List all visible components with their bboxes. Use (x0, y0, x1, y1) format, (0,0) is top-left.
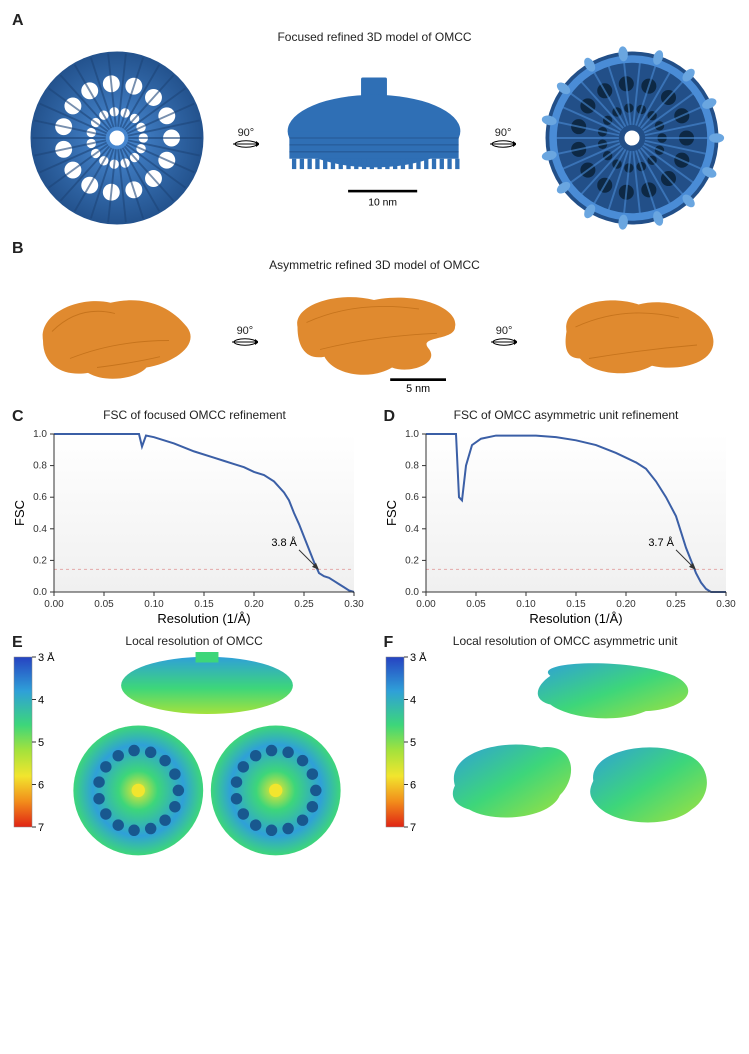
panel-d-title: FSC of OMCC asymmetric unit refinement (395, 408, 737, 422)
localres-f-views (434, 652, 724, 862)
svg-text:0.05: 0.05 (466, 599, 486, 610)
svg-text:0.6: 0.6 (33, 492, 47, 503)
svg-text:Resolution (1/Å): Resolution (1/Å) (157, 611, 250, 626)
svg-text:4: 4 (38, 695, 44, 707)
asym-view-1 (25, 276, 205, 396)
colorbar-e: 3 Å 4 5 6 7 (12, 652, 56, 832)
svg-text:FSC: FSC (384, 500, 399, 526)
panel-c-label: C (12, 408, 24, 426)
rotation-label: 90° (490, 128, 516, 139)
omcc-side-view: 10 nm (279, 44, 469, 232)
svg-text:7: 7 (410, 822, 416, 832)
asym-view-3 (544, 276, 724, 396)
svg-text:0.25: 0.25 (666, 599, 686, 610)
panel-a-views: 90° (12, 44, 737, 232)
panel-b-title: Asymmetric refined 3D model of OMCC (12, 258, 737, 272)
panels-cd-row: C FSC of focused OMCC refinement 0.000.0… (12, 408, 737, 626)
rotation-icon (233, 139, 259, 149)
svg-text:4: 4 (410, 695, 416, 707)
panel-a: A Focused refined 3D model of OMCC (12, 12, 737, 232)
rotation-icon (491, 337, 517, 347)
asym-view-2: 5 nm (284, 276, 464, 396)
scalebar-label: 5 nm (407, 383, 431, 395)
panel-e: E Local resolution of OMCC 3 Å 4 5 6 7 (12, 634, 366, 862)
panel-f-title: Local resolution of OMCC asymmetric unit (393, 634, 737, 648)
panels-ef-row: E Local resolution of OMCC 3 Å 4 5 6 7 (12, 634, 737, 862)
panel-d: D FSC of OMCC asymmetric unit refinement… (384, 408, 738, 626)
panel-a-title: Focused refined 3D model of OMCC (12, 30, 737, 44)
figure: A Focused refined 3D model of OMCC (12, 12, 737, 862)
svg-text:3 Å: 3 Å (38, 652, 55, 664)
svg-text:3.7 Å: 3.7 Å (648, 536, 674, 549)
panel-a-label: A (12, 12, 737, 30)
panel-d-label: D (384, 408, 396, 426)
svg-text:0.2: 0.2 (405, 555, 419, 566)
svg-text:0.8: 0.8 (405, 461, 419, 472)
omcc-bottom-view (537, 44, 727, 232)
localres-e-views (62, 652, 352, 862)
svg-text:0.4: 0.4 (405, 524, 419, 535)
svg-text:0.20: 0.20 (244, 599, 264, 610)
svg-text:0.30: 0.30 (344, 599, 364, 610)
scalebar (391, 378, 447, 381)
svg-text:1.0: 1.0 (33, 429, 47, 440)
svg-text:0.05: 0.05 (94, 599, 114, 610)
svg-text:1.0: 1.0 (405, 429, 419, 440)
svg-text:FSC: FSC (12, 500, 27, 526)
svg-text:Resolution (1/Å): Resolution (1/Å) (529, 611, 622, 626)
scalebar (349, 190, 418, 193)
svg-text:5: 5 (38, 737, 44, 749)
svg-text:0.0: 0.0 (405, 587, 419, 598)
omcc-top-view (22, 44, 212, 232)
svg-text:0.2: 0.2 (33, 555, 47, 566)
panel-b-views: 90° 5 nm 90° (12, 272, 737, 400)
svg-text:0.15: 0.15 (194, 599, 214, 610)
rotation-label: 90° (232, 326, 258, 337)
svg-text:3.8 Å: 3.8 Å (271, 536, 297, 549)
fsc-chart-d: 0.00 0.05 0.10 0.15 0.20 0.25 0.30 0.0 0.2 0.4 0.6… (384, 426, 734, 626)
panel-e-label: E (12, 634, 23, 652)
panel-c-title: FSC of focused OMCC refinement (24, 408, 366, 422)
svg-text:0.00: 0.00 (44, 599, 64, 610)
panel-b-label: B (12, 240, 737, 258)
svg-text:0.10: 0.10 (516, 599, 536, 610)
svg-text:5: 5 (410, 737, 416, 749)
fsc-chart-c: 0.00 0.05 0.10 0.15 0.20 0.25 0.30 0.0 0.2 0.4 0.6… (12, 426, 362, 626)
rotation-icon (232, 337, 258, 347)
svg-text:0.20: 0.20 (616, 599, 636, 610)
colorbar-f: 3 Å 4 5 6 7 (384, 652, 428, 832)
panel-e-title: Local resolution of OMCC (23, 634, 366, 648)
panel-c: C FSC of focused OMCC refinement 0.000.0… (12, 408, 366, 626)
svg-text:0.8: 0.8 (33, 461, 47, 472)
rotation-icon (490, 139, 516, 149)
svg-text:6: 6 (410, 780, 416, 792)
svg-text:0.4: 0.4 (33, 524, 47, 535)
svg-text:0.00: 0.00 (416, 599, 436, 610)
svg-text:0.25: 0.25 (294, 599, 314, 610)
svg-text:0.0: 0.0 (33, 587, 47, 598)
svg-text:0.10: 0.10 (144, 599, 164, 610)
svg-text:3 Å: 3 Å (410, 652, 427, 664)
panel-f: F Local resolution of OMCC asymmetric un… (384, 634, 738, 862)
svg-text:0.30: 0.30 (716, 599, 736, 610)
panel-f-label: F (384, 634, 394, 652)
rotation-label: 90° (491, 326, 517, 337)
svg-text:7: 7 (38, 822, 44, 832)
svg-text:6: 6 (38, 780, 44, 792)
scalebar-label: 10 nm (369, 197, 398, 208)
svg-text:0.6: 0.6 (405, 492, 419, 503)
svg-text:0.15: 0.15 (566, 599, 586, 610)
panel-b: B Asymmetric refined 3D model of OMCC 90… (12, 240, 737, 400)
rotation-label: 90° (233, 128, 259, 139)
